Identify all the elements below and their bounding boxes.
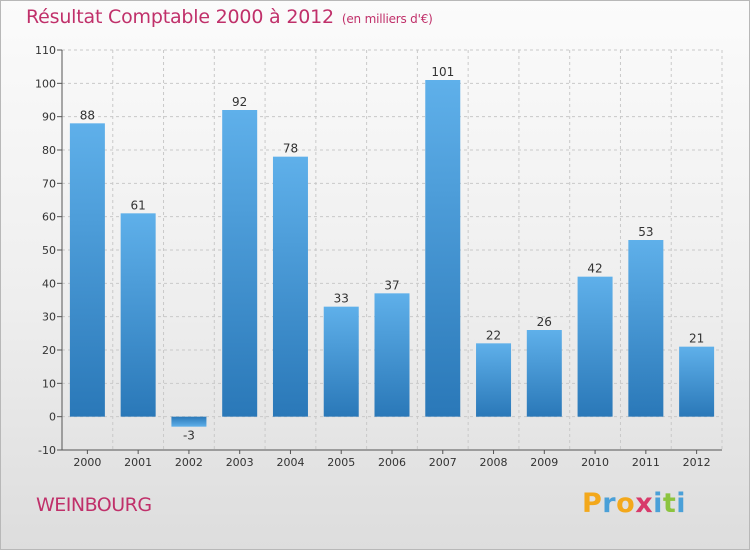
chart-subtitle: (en milliers d'€): [341, 12, 433, 26]
logo-letter: o: [616, 488, 636, 519]
x-tick-label: 2002: [175, 456, 203, 469]
data-label: 33: [334, 292, 349, 306]
x-tick-label: 2009: [530, 456, 558, 469]
y-tick-label: 30: [42, 311, 56, 324]
logo-letter: i: [676, 488, 687, 519]
bar: [222, 110, 258, 417]
data-label: 42: [587, 262, 602, 276]
y-tick-label: 110: [35, 44, 56, 57]
bar: [120, 213, 156, 417]
data-label: 22: [486, 328, 501, 342]
bar: [272, 156, 308, 417]
bar: [374, 293, 410, 417]
x-tick-label: 2000: [73, 456, 101, 469]
data-label: 88: [80, 108, 95, 122]
x-tick-label: 2005: [327, 456, 355, 469]
y-tick-label: 20: [42, 344, 56, 357]
data-label: 53: [638, 225, 653, 239]
y-tick-label: 80: [42, 144, 56, 157]
data-label: 61: [131, 198, 146, 212]
data-label: 101: [431, 65, 454, 79]
data-label: 92: [232, 95, 247, 109]
x-tick-label: 2008: [480, 456, 508, 469]
x-tick-label: 2007: [429, 456, 457, 469]
bar: [69, 123, 105, 417]
x-tick-label: 2004: [276, 456, 304, 469]
y-tick-label: 0: [49, 411, 56, 424]
y-tick-label: -10: [38, 444, 56, 457]
y-tick-label: 60: [42, 211, 56, 224]
x-tick-label: 2012: [683, 456, 711, 469]
logo-letter: r: [602, 488, 617, 519]
label-layer: 88 61 -3 92 78 33 37 101 22 26 42 53 21: [80, 65, 705, 443]
city-name: WEINBOURG: [36, 494, 152, 516]
logo-letter: i: [653, 488, 663, 519]
x-tick-label: 2001: [124, 456, 152, 469]
data-label: 37: [384, 278, 399, 292]
bar-layer: [69, 80, 715, 427]
bar: [476, 343, 512, 417]
y-tick-label: 40: [42, 277, 56, 290]
x-tick-label: 2011: [632, 456, 660, 469]
data-label: 21: [689, 332, 704, 346]
y-tick-label: 70: [42, 177, 56, 190]
axis-layer: -10 0 10 20 30 40 50 60 70 80 90 100 110 2000 2001 2002…: [35, 44, 722, 469]
y-tick-label: 50: [42, 244, 56, 257]
bar: [679, 346, 715, 417]
logo-letter: x: [635, 488, 654, 519]
x-tick-label: 2006: [378, 456, 406, 469]
data-label: 26: [537, 315, 552, 329]
logo-letter: P: [582, 488, 603, 519]
data-label: -3: [183, 429, 195, 443]
bar: [628, 240, 664, 417]
bar: [526, 330, 562, 417]
y-tick-label: 10: [42, 377, 56, 390]
x-tick-label: 2003: [226, 456, 254, 469]
bar: [577, 276, 613, 417]
y-tick-label: 90: [42, 111, 56, 124]
data-label: 78: [283, 142, 298, 156]
bar: [323, 306, 359, 417]
chart-title: Résultat Comptable 2000 à 2012 (en millie…: [26, 6, 433, 28]
x-tick-label: 2010: [581, 456, 609, 469]
y-tick-label: 100: [35, 77, 56, 90]
chart-title-text: Résultat Comptable 2000 à 2012: [26, 6, 334, 28]
bar: [171, 416, 207, 427]
logo-letter: t: [662, 488, 677, 519]
bar: [425, 80, 461, 417]
proxiti-logo: Proxiti: [582, 488, 686, 519]
